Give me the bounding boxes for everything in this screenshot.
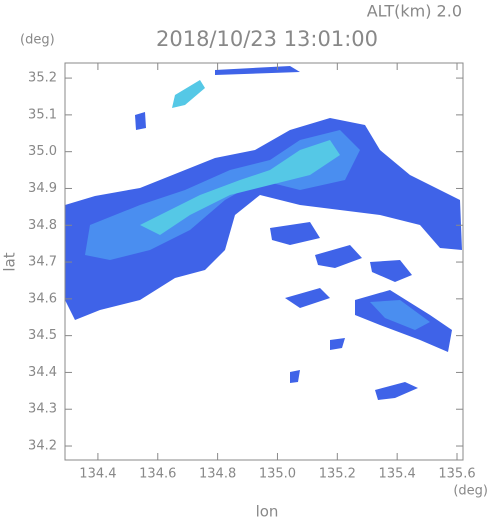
y-tick-label: 34.9 <box>28 181 57 196</box>
x-tick-label: 135.0 <box>259 467 296 482</box>
x-tick-label: 135.4 <box>379 467 416 482</box>
y-tick-label: 34.3 <box>28 402 57 417</box>
altitude-label: ALT(km) 2.0 <box>367 2 462 21</box>
y-tick-label: 34.2 <box>28 439 57 454</box>
x-tick-label: 134.4 <box>79 467 116 482</box>
radar-echoes <box>65 66 462 400</box>
plot-frame <box>64 62 464 461</box>
x-tick-label: 134.6 <box>139 467 176 482</box>
x-unit: (deg) <box>453 484 488 499</box>
x-axis-label: lon <box>256 503 279 521</box>
y-tick-label: 35.0 <box>28 144 57 159</box>
x-tick-label: 134.8 <box>199 467 236 482</box>
y-tick-label: 34.7 <box>28 255 57 270</box>
chart-title: 2018/10/23 13:01:00 <box>156 27 378 51</box>
y-tick-label: 34.6 <box>28 291 57 306</box>
y-tick-label: 35.2 <box>28 71 57 86</box>
y-unit: (deg) <box>20 33 55 48</box>
x-tick-label: 135.2 <box>319 467 356 482</box>
y-tick-label: 34.4 <box>28 365 57 380</box>
y-tick-label: 35.1 <box>28 107 57 122</box>
y-axis-label: lat <box>1 252 19 271</box>
y-tick-label: 34.5 <box>28 328 57 343</box>
y-tick-label: 34.8 <box>28 218 57 233</box>
x-tick-label: 135.6 <box>438 467 475 482</box>
